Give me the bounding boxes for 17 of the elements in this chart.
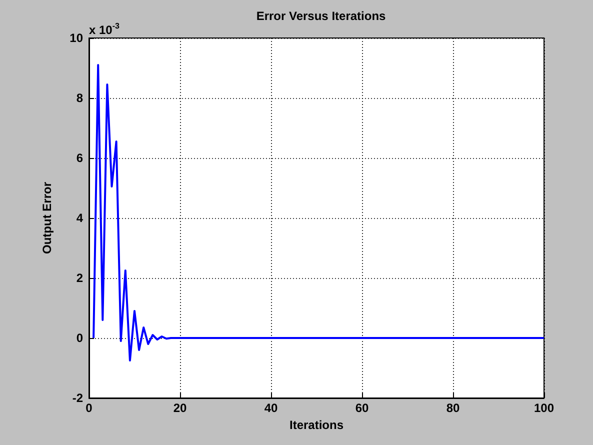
x-tick-label: 60: [355, 401, 369, 415]
x-tick-label: 100: [534, 401, 554, 415]
line-series: [92, 64, 545, 362]
y-tick-label: 0: [76, 331, 84, 345]
y-tick-label: 6: [76, 151, 84, 165]
x-tick-label: 0: [86, 401, 93, 415]
y-axis-title: Output Error: [40, 182, 54, 254]
y-tick-label: -2: [72, 391, 84, 405]
x-axis-title: Iterations: [289, 418, 344, 432]
chart-title: Error Versus Iterations: [256, 9, 386, 23]
y-tick-label: 8: [76, 91, 84, 105]
y-tick-label: 10: [70, 31, 84, 45]
x-tick-label: 80: [446, 401, 460, 415]
x-tick-label: 20: [173, 401, 187, 415]
y-tick-label: 4: [76, 211, 84, 225]
x-tick-label: 40: [264, 401, 278, 415]
y-tick-label: 2: [76, 271, 84, 285]
